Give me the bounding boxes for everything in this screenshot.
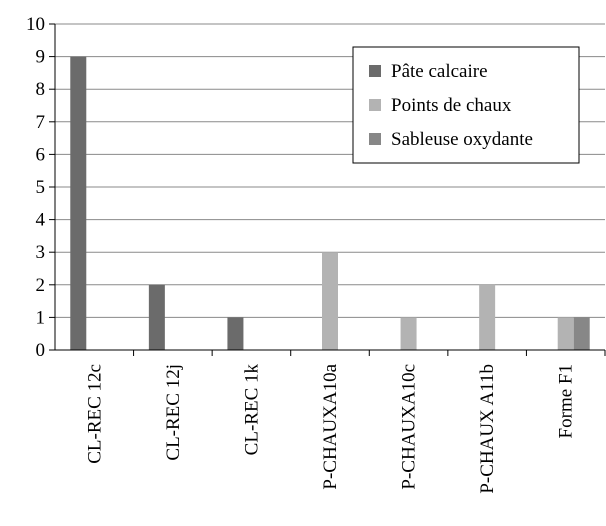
y-tick-label: 0 xyxy=(36,340,46,361)
legend-label: Pâte calcaire xyxy=(391,61,488,82)
x-category-label: CL-REC 1k xyxy=(241,364,262,456)
legend-box xyxy=(352,46,580,164)
gridlines xyxy=(55,23,605,318)
bar xyxy=(70,56,87,350)
y-tick-label: 7 xyxy=(36,112,46,133)
y-tick-label: 4 xyxy=(36,210,46,231)
y-tick-label: 3 xyxy=(36,242,46,263)
bar xyxy=(573,317,590,350)
legend-swatch xyxy=(369,65,381,77)
bar xyxy=(227,317,244,350)
bars xyxy=(70,56,590,350)
x-category-label: Forme F1 xyxy=(556,364,577,438)
y-tick-label: 2 xyxy=(36,275,46,296)
x-category-label: CL-REC 12j xyxy=(163,364,184,461)
x-category-label: P-CHAUX A11b xyxy=(477,364,498,494)
bar xyxy=(479,284,496,350)
legend-label: Points de chaux xyxy=(391,95,512,116)
x-axis-category-labels: CL-REC 12c CL-REC 12j CL-REC 1k P-CHAUXA10a… xyxy=(84,363,576,493)
y-tick-label: 8 xyxy=(36,79,46,100)
legend-swatch xyxy=(369,99,381,111)
bar xyxy=(322,252,338,350)
legend-label: Sableuse oxydante xyxy=(391,129,533,150)
legend: Pâte calcaire Points de chaux Sableuse oxy… xyxy=(352,46,580,164)
y-tick-label: 9 xyxy=(36,47,46,68)
legend-swatch xyxy=(369,133,381,145)
y-tick-label: 6 xyxy=(36,144,46,165)
y-axis-tick-labels: 0 1 2 3 4 5 6 7 8 9 10 xyxy=(26,14,46,361)
axes xyxy=(49,23,606,356)
bar xyxy=(400,317,417,350)
bar xyxy=(148,284,165,350)
y-tick-label: 10 xyxy=(26,14,45,35)
x-category-label: P-CHAUXA10a xyxy=(320,363,341,489)
x-category-label: CL-REC 12c xyxy=(84,364,105,464)
y-tick-label: 1 xyxy=(36,307,46,328)
x-category-label: P-CHAUXA10c xyxy=(399,364,420,490)
y-tick-label: 5 xyxy=(36,177,46,198)
bar xyxy=(557,317,574,350)
